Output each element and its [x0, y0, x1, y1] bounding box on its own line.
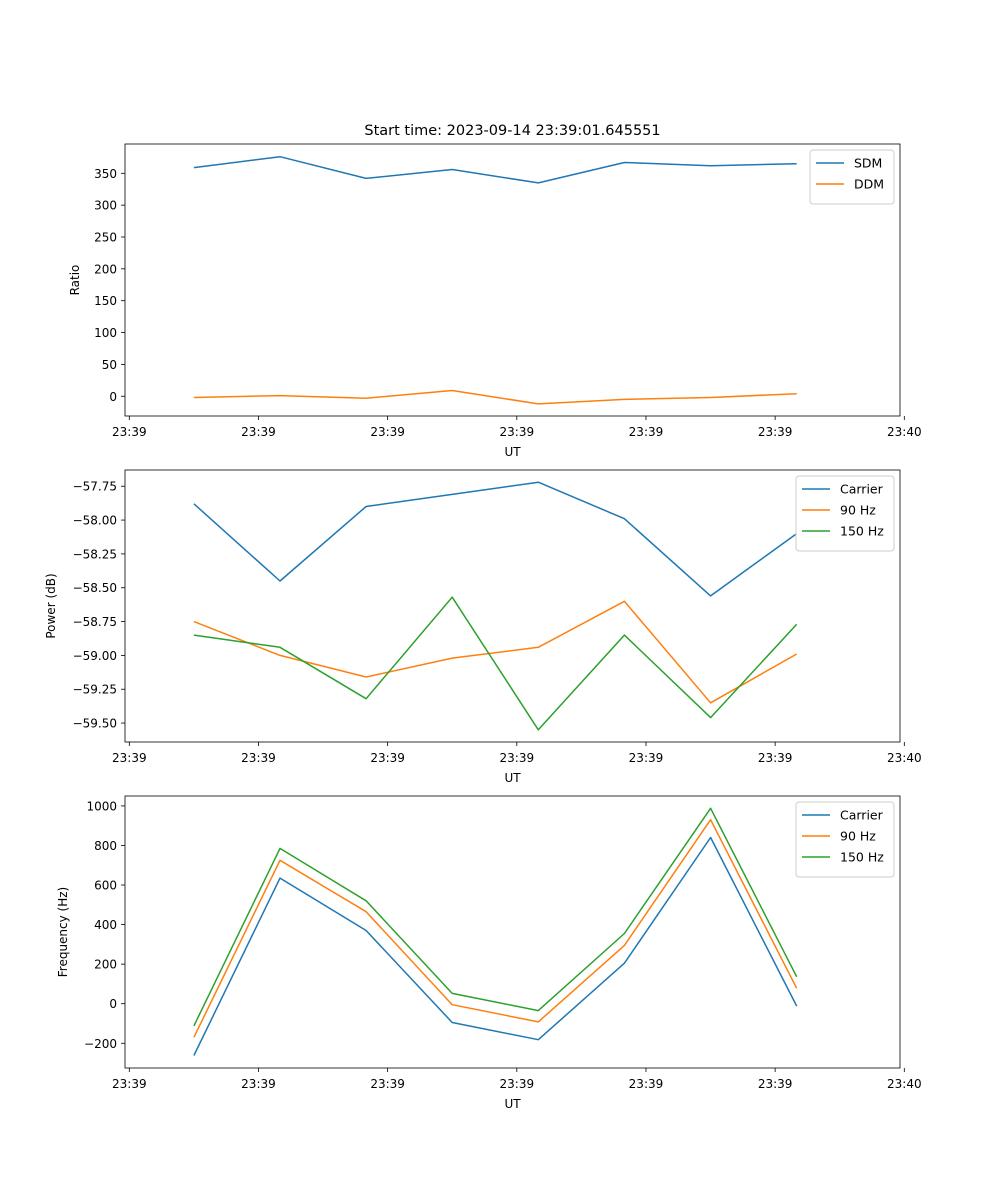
y-axis-label: Ratio — [68, 265, 82, 296]
axes-frame — [124, 143, 901, 417]
legend: Carrier 90 Hz 150 Hz — [795, 801, 895, 878]
series-line-150-hz — [193, 596, 798, 731]
x-tick-label: 23:39 — [370, 425, 405, 439]
series-line-ddm — [193, 389, 797, 405]
x-tick-label: 23:40 — [887, 425, 922, 439]
plot-area — [125, 144, 900, 416]
x-tick-label: 23:40 — [887, 1077, 922, 1091]
series-line-carrier — [193, 836, 798, 1056]
series-line-carrier — [193, 481, 798, 597]
y-tick-label: 100 — [94, 326, 117, 340]
y-tick-label: −200 — [84, 1037, 117, 1051]
legend-label: SDM — [854, 156, 882, 171]
subplot-ratio: 23:39 23:39 23:39 23:39 23:39 23:39 23:40 0 50 10… — [68, 143, 922, 459]
legend-label: Carrier — [840, 808, 884, 823]
series-line-90-hz — [193, 818, 798, 1038]
y-tick-label: 350 — [94, 167, 117, 181]
y-tick-label: 300 — [94, 199, 117, 213]
x-tick-label: 23:39 — [241, 751, 276, 765]
plot-area — [125, 470, 900, 742]
legend-label: 150 Hz — [840, 524, 884, 539]
y-tick-label: 0 — [109, 390, 117, 404]
y-tick-label: −58.75 — [73, 615, 117, 629]
y-tick-label: −58.00 — [73, 514, 117, 528]
x-tick-label: 23:39 — [241, 425, 276, 439]
legend-box — [795, 801, 895, 878]
y-tick-label: −57.75 — [73, 480, 117, 494]
series-line-sdm — [193, 155, 797, 184]
x-tick-label: 23:39 — [112, 425, 147, 439]
legend-label: DDM — [854, 177, 884, 192]
legend-label: Carrier — [840, 482, 884, 497]
x-tick-label: 23:39 — [112, 1077, 147, 1091]
y-tick-label: 50 — [102, 358, 117, 372]
axes-frame — [124, 795, 901, 1069]
y-tick-label: −58.50 — [73, 581, 117, 595]
legend-label: 90 Hz — [840, 503, 876, 518]
y-tick-label: 600 — [94, 879, 117, 893]
x-tick-label: 23:39 — [629, 751, 664, 765]
legend: Carrier 90 Hz 150 Hz — [795, 475, 895, 552]
plot-area — [125, 796, 900, 1068]
legend-box — [795, 475, 895, 552]
y-tick-label: 150 — [94, 294, 117, 308]
x-axis-label: UT — [504, 445, 521, 459]
subplot-power: 23:39 23:39 23:39 23:39 23:39 23:39 23:40 −59.5… — [44, 469, 922, 785]
series-line-90-hz — [193, 600, 798, 704]
figure-title: Start time: 2023-09-14 23:39:01.645551 — [364, 123, 660, 139]
y-tick-label: 800 — [94, 839, 117, 853]
y-axis-label: Frequency (Hz) — [56, 887, 70, 978]
y-tick-label: 200 — [94, 958, 117, 972]
x-tick-label: 23:39 — [758, 425, 793, 439]
y-tick-label: 250 — [94, 231, 117, 245]
legend: SDM DDM — [809, 149, 895, 205]
x-tick-label: 23:39 — [370, 751, 405, 765]
x-axis-label: UT — [504, 1097, 521, 1111]
y-tick-label: −59.50 — [73, 717, 117, 731]
y-tick-label: −59.00 — [73, 649, 117, 663]
y-tick-label: 0 — [109, 997, 117, 1011]
y-tick-label: 1000 — [86, 799, 117, 813]
legend-label: 150 Hz — [840, 850, 884, 865]
x-axis-label: UT — [504, 771, 521, 785]
series-line-150-hz — [193, 807, 798, 1027]
x-tick-label: 23:39 — [629, 1077, 664, 1091]
x-tick-label: 23:39 — [629, 425, 664, 439]
y-tick-label: 200 — [94, 262, 117, 276]
y-tick-label: −59.25 — [73, 683, 117, 697]
x-tick-label: 23:39 — [241, 1077, 276, 1091]
x-tick-label: 23:39 — [112, 751, 147, 765]
x-tick-label: 23:39 — [500, 1077, 535, 1091]
y-tick-label: −58.25 — [73, 547, 117, 561]
x-tick-label: 23:39 — [370, 1077, 405, 1091]
y-axis-label: Power (dB) — [44, 573, 58, 638]
axes-frame — [124, 469, 901, 743]
x-tick-label: 23:40 — [887, 751, 922, 765]
x-tick-label: 23:39 — [500, 425, 535, 439]
x-tick-label: 23:39 — [758, 751, 793, 765]
y-tick-label: 400 — [94, 918, 117, 932]
subplot-frequency: 23:39 23:39 23:39 23:39 23:39 23:39 23:40 −200 0… — [56, 795, 922, 1111]
legend-label: 90 Hz — [840, 829, 876, 844]
x-tick-label: 23:39 — [758, 1077, 793, 1091]
x-tick-label: 23:39 — [500, 751, 535, 765]
